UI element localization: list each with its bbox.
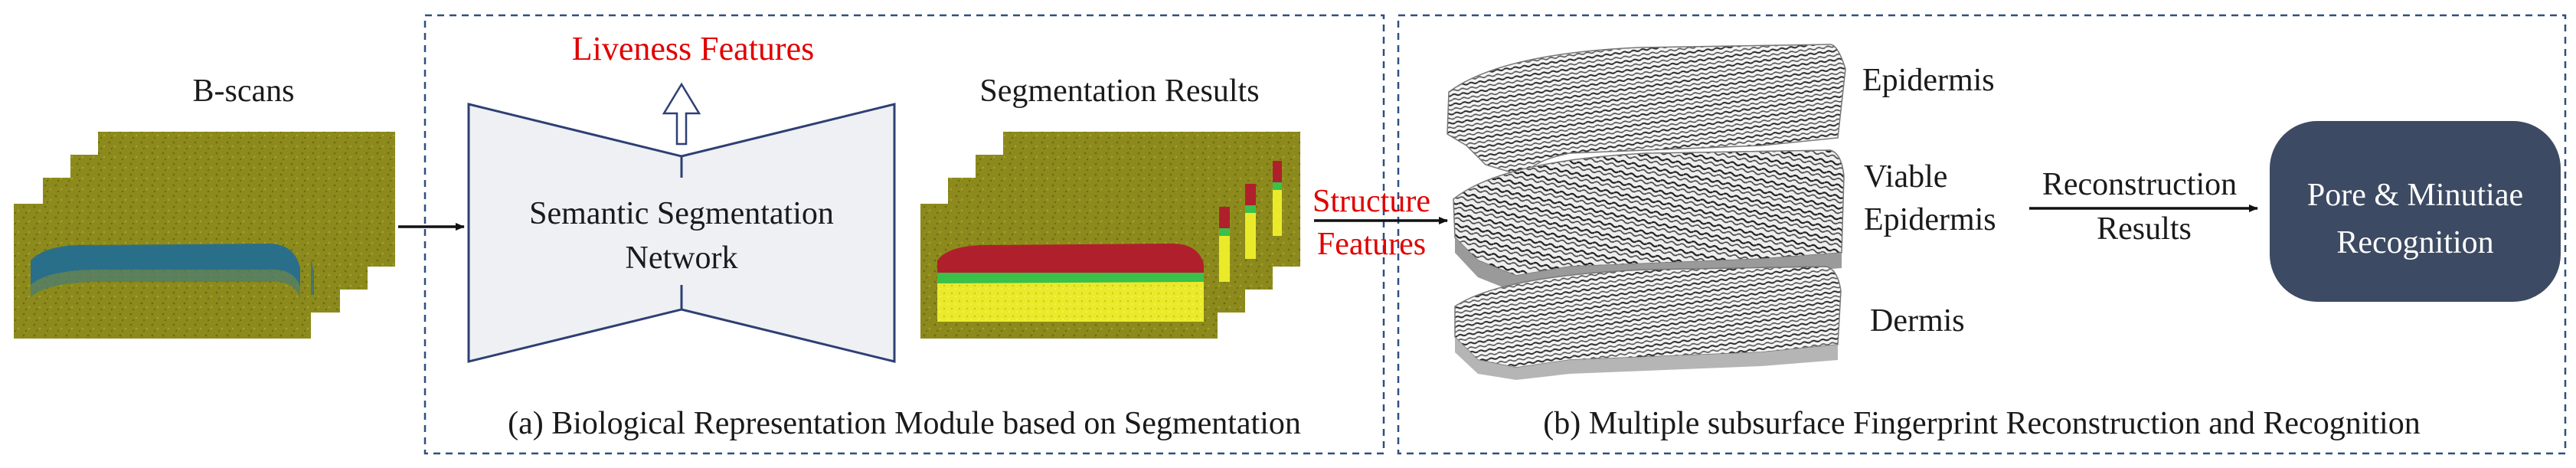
network-label-line1: Semantic Segmentation: [529, 196, 834, 231]
structure-features-label-line1: Structure: [1313, 184, 1430, 219]
caption-a: (a) Biological Representation Module bas…: [508, 406, 1301, 441]
bscans-label: B-scans: [193, 74, 295, 109]
module-b-frame: [1397, 14, 2567, 455]
hollow-up-arrow-icon: [662, 82, 701, 146]
viable-epidermis-label-line1: Viable: [1864, 159, 1947, 195]
reconstruction-label-line1: Reconstruction: [2042, 167, 2237, 202]
dermis-label: Dermis: [1870, 303, 1965, 339]
epidermis-label: Epidermis: [1862, 63, 1995, 98]
fingerprint-layers: [1447, 44, 1846, 380]
network-label-line2: Network: [626, 241, 738, 276]
liveness-features-label: Liveness Features: [572, 30, 814, 67]
segmentation-results-label: Segmentation Results: [979, 74, 1259, 109]
structure-features-label-line2: Features: [1317, 227, 1426, 262]
recognition-box: [2270, 121, 2561, 302]
segmentation-stack: [920, 132, 1300, 339]
module-a-frame: [423, 14, 1385, 455]
caption-b: (b) Multiple subsurface Fingerprint Reco…: [1543, 406, 2420, 441]
reconstruction-label-line2: Results: [2097, 211, 2192, 247]
recognition-label-line2: Recognition: [2336, 225, 2493, 260]
viable-epidermis-label-line2: Epidermis: [1864, 202, 1996, 237]
recognition-label-line1: Pore & Minutiae: [2307, 178, 2523, 213]
dermis-volume: [1454, 266, 1842, 380]
bscan-stack: [14, 132, 395, 339]
